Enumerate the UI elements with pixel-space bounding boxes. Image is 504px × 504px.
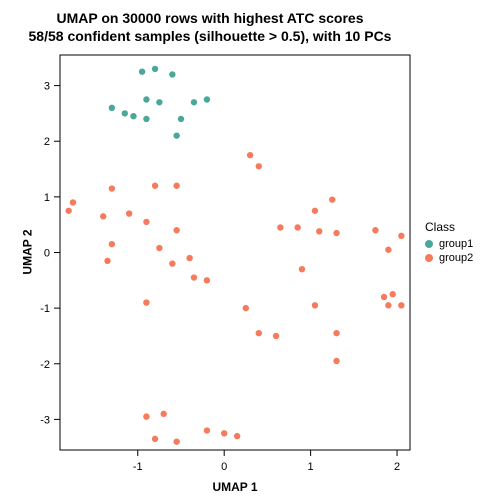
data-point [156, 245, 162, 251]
data-point [109, 105, 115, 111]
data-point [169, 260, 175, 266]
data-point [143, 116, 149, 122]
data-point [277, 224, 283, 230]
data-point [173, 183, 179, 189]
x-tick-label: 0 [221, 461, 227, 473]
data-point [143, 413, 149, 419]
legend-swatch [425, 254, 433, 262]
data-point [178, 116, 184, 122]
data-point [65, 208, 71, 214]
data-point [273, 333, 279, 339]
legend: Class group1 group2 [425, 220, 473, 266]
data-point [329, 196, 335, 202]
data-point [221, 430, 227, 436]
data-point [294, 224, 300, 230]
data-point [161, 411, 167, 417]
data-point [104, 258, 110, 264]
plot-box [60, 55, 410, 450]
data-point [381, 294, 387, 300]
data-point [204, 277, 210, 283]
data-point [169, 71, 175, 77]
data-point [204, 96, 210, 102]
data-point [191, 99, 197, 105]
data-point [333, 330, 339, 336]
data-point [122, 110, 128, 116]
legend-item: group2 [425, 252, 473, 264]
y-tick-label: 2 [44, 136, 50, 148]
y-tick-label: 0 [44, 248, 50, 260]
data-point [372, 227, 378, 233]
chart-container: UMAP on 30000 rows with highest ATC scor… [0, 0, 504, 504]
data-point [316, 228, 322, 234]
data-point [143, 219, 149, 225]
data-point [204, 427, 210, 433]
legend-title: Class [425, 220, 473, 234]
data-point [173, 438, 179, 444]
y-tick-label: -2 [40, 359, 50, 371]
legend-swatch [425, 240, 433, 248]
data-point [398, 302, 404, 308]
data-point [109, 185, 115, 191]
data-point [139, 68, 145, 74]
y-tick-label: 1 [44, 192, 50, 204]
y-tick-label: -3 [40, 414, 50, 426]
legend-label: group2 [439, 252, 473, 264]
data-point [191, 274, 197, 280]
data-point [243, 305, 249, 311]
x-axis-label: UMAP 1 [60, 480, 410, 494]
legend-item: group1 [425, 238, 473, 250]
data-point [152, 436, 158, 442]
data-point [130, 113, 136, 119]
data-point [70, 199, 76, 205]
data-point [312, 302, 318, 308]
data-point [152, 66, 158, 72]
data-point [385, 247, 391, 253]
data-point [333, 230, 339, 236]
x-tick-label: 2 [394, 461, 400, 473]
y-axis-label: UMAP 2 [21, 229, 35, 274]
data-point [390, 291, 396, 297]
data-point [173, 132, 179, 138]
data-point [247, 152, 253, 158]
data-point [256, 163, 262, 169]
data-point [312, 208, 318, 214]
data-point [156, 99, 162, 105]
data-point [143, 96, 149, 102]
data-point [126, 210, 132, 216]
y-tick-label: -1 [40, 303, 50, 315]
x-tick-label: -1 [133, 461, 143, 473]
y-tick-label: 3 [44, 81, 50, 93]
data-point [100, 213, 106, 219]
data-point [299, 266, 305, 272]
x-tick-label: 1 [308, 461, 314, 473]
data-point [234, 433, 240, 439]
data-point [398, 233, 404, 239]
data-point [385, 302, 391, 308]
data-point [173, 227, 179, 233]
data-point [152, 183, 158, 189]
data-point [333, 358, 339, 364]
data-point [256, 330, 262, 336]
data-point [143, 299, 149, 305]
data-point [109, 241, 115, 247]
legend-label: group1 [439, 238, 473, 250]
data-point [186, 255, 192, 261]
